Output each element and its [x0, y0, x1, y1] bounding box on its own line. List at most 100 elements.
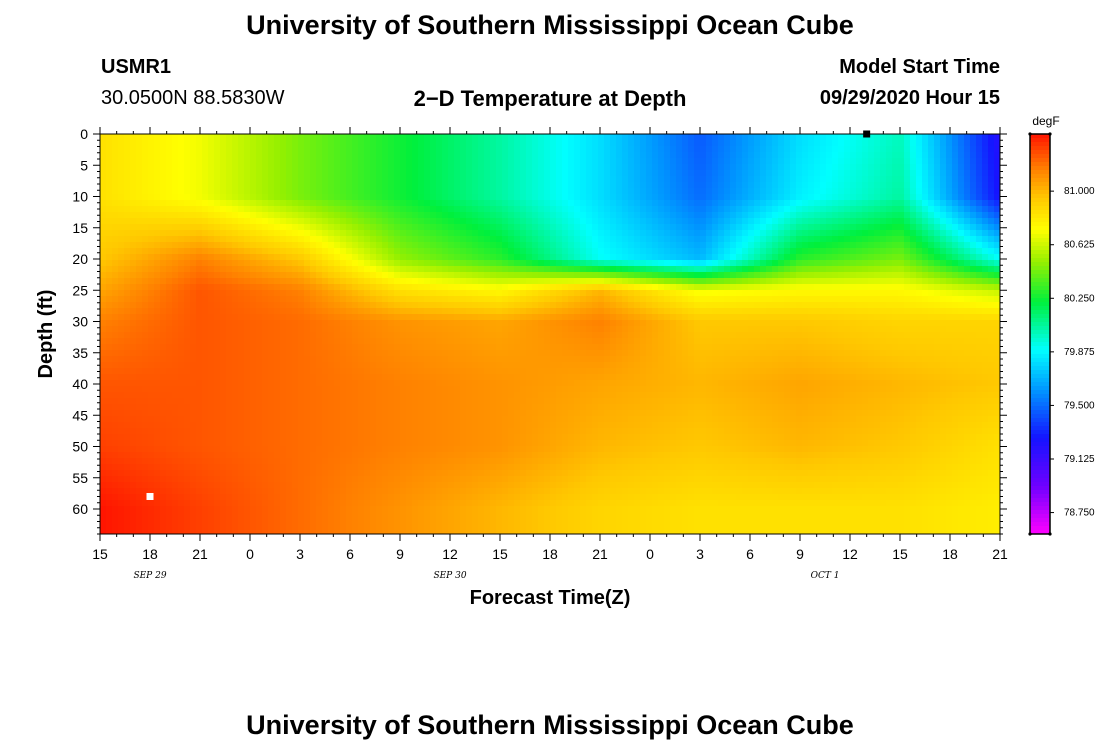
heatmap-cell: [316, 326, 323, 333]
heatmap-cell: [922, 212, 929, 219]
heatmap-cell: [904, 254, 911, 261]
heatmap-cell: [808, 164, 815, 171]
heatmap-cell: [580, 242, 587, 249]
heatmap-cell: [250, 266, 257, 273]
heatmap-cell: [976, 242, 983, 249]
heatmap-cell: [394, 164, 401, 171]
heatmap-cell: [802, 140, 809, 147]
heatmap-cell: [568, 230, 575, 237]
heatmap-cell: [880, 194, 887, 201]
heatmap-cell: [370, 212, 377, 219]
heatmap-cell: [268, 218, 275, 225]
heatmap-cell: [766, 182, 773, 189]
heatmap-cell: [418, 152, 425, 159]
heatmap-cell: [796, 176, 803, 183]
heatmap-cell: [532, 248, 539, 255]
heatmap-cell: [502, 308, 509, 315]
heatmap-cell: [856, 254, 863, 261]
heatmap-cell: [772, 242, 779, 249]
heatmap-cell: [238, 236, 245, 243]
heatmap-cell: [934, 254, 941, 261]
heatmap-cell: [628, 170, 635, 177]
heatmap-cell: [730, 152, 737, 159]
heatmap-cell: [148, 278, 155, 285]
heatmap-cell: [148, 140, 155, 147]
heatmap-cell: [796, 302, 803, 309]
heatmap-cell: [292, 284, 299, 291]
heatmap-cell: [916, 194, 923, 201]
heatmap-cell: [376, 206, 383, 213]
heatmap-cell: [916, 278, 923, 285]
heatmap-cell: [484, 164, 491, 171]
heatmap-cell: [202, 326, 209, 333]
heatmap-cell: [796, 152, 803, 159]
heatmap-cell: [910, 224, 917, 231]
heatmap-cell: [304, 242, 311, 249]
heatmap-cell: [352, 320, 359, 327]
heatmap-cell: [238, 200, 245, 207]
heatmap-cell: [478, 236, 485, 243]
heatmap-cell: [442, 320, 449, 327]
heatmap-cell: [562, 140, 569, 147]
heatmap-cell: [622, 326, 629, 333]
heatmap-cell: [556, 224, 563, 231]
heatmap-cell: [598, 314, 605, 321]
heatmap-cell: [814, 314, 821, 321]
heatmap-cell: [658, 266, 665, 273]
heatmap-cell: [652, 140, 659, 147]
heatmap-cell: [400, 236, 407, 243]
heatmap-cell: [838, 206, 845, 213]
heatmap-cell: [778, 152, 785, 159]
heatmap-cell: [772, 224, 779, 231]
heatmap-cell: [472, 320, 479, 327]
heatmap-cell: [538, 176, 545, 183]
heatmap-cell: [352, 176, 359, 183]
heatmap-cell: [208, 170, 215, 177]
heatmap-cell: [370, 320, 377, 327]
heatmap-cell: [844, 140, 851, 147]
heatmap-cell: [460, 170, 467, 177]
heatmap-cell: [352, 194, 359, 201]
heatmap-cell: [178, 164, 185, 171]
heatmap-cell: [286, 236, 293, 243]
heatmap-cell: [184, 302, 191, 309]
heatmap-cell: [922, 176, 929, 183]
heatmap-cell: [556, 242, 563, 249]
heatmap-cell: [676, 320, 683, 327]
heatmap-cell: [838, 212, 845, 219]
heatmap-cell: [100, 218, 107, 225]
heatmap-cell: [598, 176, 605, 183]
heatmap-cell: [166, 152, 173, 159]
heatmap-cell: [994, 134, 1001, 141]
heatmap-cell: [898, 326, 905, 333]
heatmap-cell: [232, 152, 239, 159]
heatmap-cell: [658, 230, 665, 237]
heatmap-cell: [382, 272, 389, 279]
heatmap-cell: [496, 320, 503, 327]
heatmap-cell: [952, 146, 959, 153]
heatmap-cell: [856, 230, 863, 237]
heatmap-cell: [808, 320, 815, 327]
heatmap-cell: [964, 176, 971, 183]
heatmap-cell: [352, 134, 359, 141]
heatmap-cell: [718, 302, 725, 309]
heatmap-cell: [952, 224, 959, 231]
heatmap-cell: [394, 152, 401, 159]
heatmap-cell: [706, 236, 713, 243]
heatmap-cell: [802, 182, 809, 189]
heatmap-cell: [142, 242, 149, 249]
heatmap-cell: [934, 320, 941, 327]
heatmap-cell: [700, 158, 707, 165]
heatmap-cell: [214, 320, 221, 327]
heatmap-cell: [274, 140, 281, 147]
heatmap-cell: [226, 200, 233, 207]
heatmap-cell: [484, 272, 491, 279]
heatmap-cell: [946, 302, 953, 309]
heatmap-cell: [358, 212, 365, 219]
heatmap-cell: [322, 308, 329, 315]
heatmap-cell: [244, 272, 251, 279]
heatmap-cell: [526, 326, 533, 333]
heatmap-cell: [418, 296, 425, 303]
heatmap-cell: [928, 152, 935, 159]
heatmap-cells: [100, 134, 1001, 535]
